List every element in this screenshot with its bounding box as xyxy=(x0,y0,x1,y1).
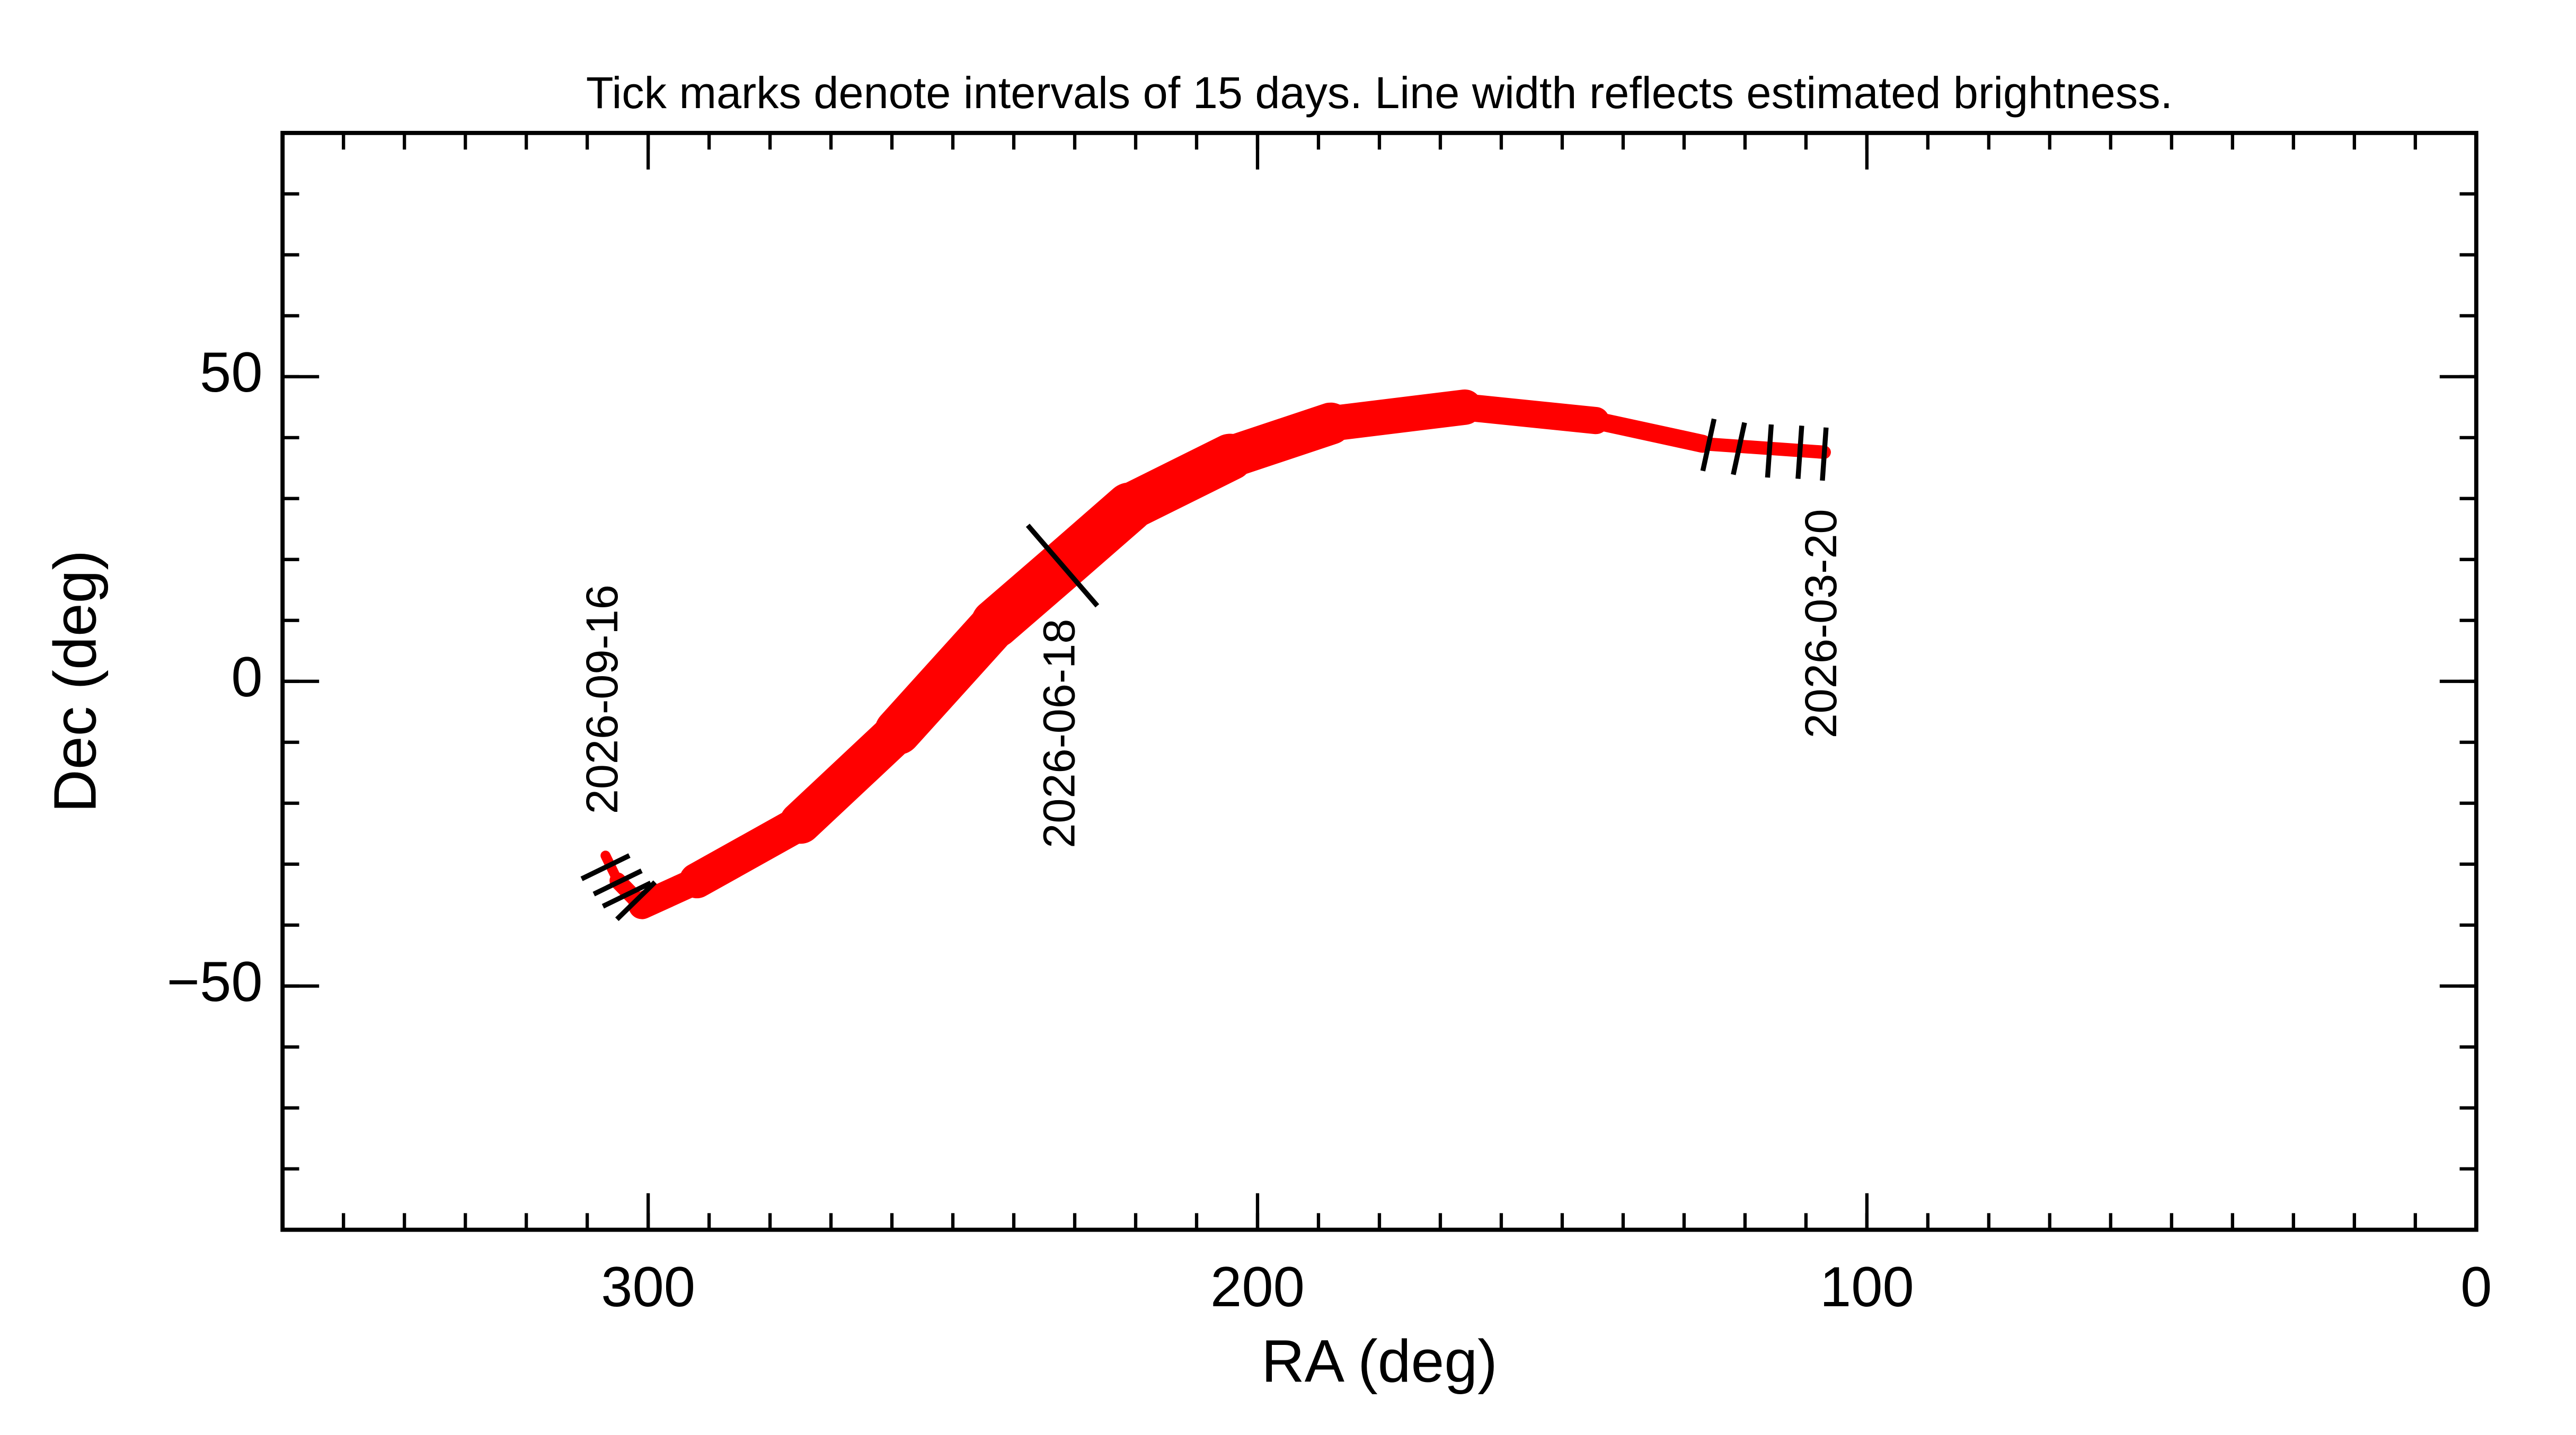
date-label: 2026-06-18 xyxy=(1033,619,1084,848)
trail-segment xyxy=(628,867,711,919)
y-axis-label: Dec (deg) xyxy=(41,550,108,813)
y-tick-label: 50 xyxy=(200,340,263,404)
chart-title: Tick marks denote intervals of 15 days. … xyxy=(586,67,2173,118)
x-tick-label: 200 xyxy=(1210,1255,1305,1318)
x-tick-label: 300 xyxy=(601,1255,695,1318)
trail-segment xyxy=(1695,437,1831,459)
date-tick xyxy=(1820,427,1829,481)
date-label: 2026-09-16 xyxy=(577,584,627,814)
trail-segment xyxy=(1587,411,1712,453)
date-tick xyxy=(592,869,643,897)
date-tick xyxy=(1025,524,1100,608)
y-tick-label: 0 xyxy=(231,645,262,708)
date-tick xyxy=(1795,426,1804,479)
date-tick xyxy=(1731,422,1747,475)
trail-segment xyxy=(679,805,818,899)
date-label: 2026-03-20 xyxy=(1795,509,1846,738)
date-tick xyxy=(580,853,631,881)
date-tick xyxy=(1700,418,1717,472)
plot-frame xyxy=(280,130,2478,1232)
trail-segment xyxy=(874,600,1019,755)
x-tick-label: 100 xyxy=(1820,1255,1914,1318)
date-tick xyxy=(1765,424,1774,478)
trail-segment xyxy=(1451,393,1609,435)
trail-segment xyxy=(779,710,919,844)
y-tick-label: −50 xyxy=(167,950,263,1013)
date-tick xyxy=(615,880,657,922)
date-tick xyxy=(601,881,652,909)
x-axis-label: RA (deg) xyxy=(1261,1328,1497,1395)
trail-segment xyxy=(1313,389,1483,441)
trail-segment xyxy=(600,851,623,886)
x-tick-label: 0 xyxy=(2460,1255,2492,1318)
